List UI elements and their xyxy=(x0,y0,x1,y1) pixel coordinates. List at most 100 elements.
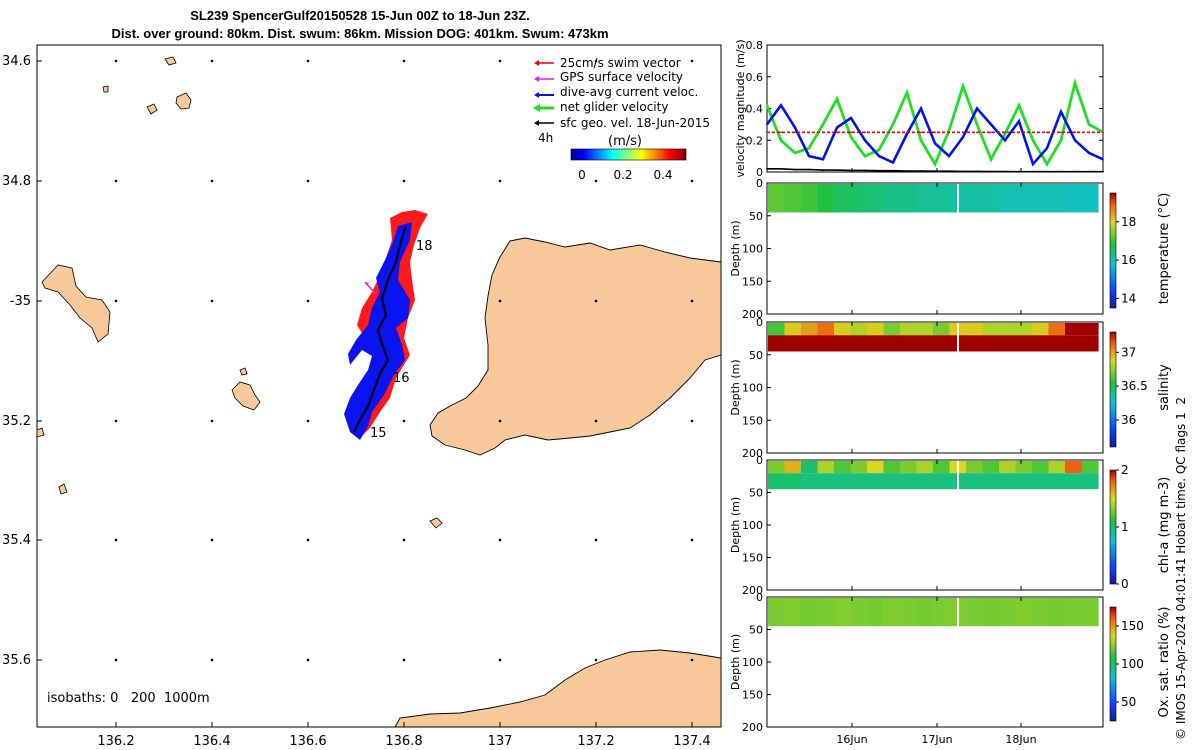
section-cell xyxy=(883,473,901,490)
section-cell xyxy=(916,461,934,474)
data-point xyxy=(864,169,866,172)
colorbar-tick-label: 100 xyxy=(1121,657,1144,671)
depth-tick-label: 0 xyxy=(756,177,763,190)
data-point xyxy=(906,131,908,134)
depth-tick-label: 200 xyxy=(742,584,763,597)
lon-tick-label: 137.4 xyxy=(673,734,710,749)
depth-dot xyxy=(306,419,310,423)
section-cell xyxy=(801,184,819,213)
legend-label-swim-vector: 25cm/s swim vector xyxy=(560,56,681,70)
depth-dot xyxy=(306,59,310,63)
data-point xyxy=(1074,170,1076,173)
data-point xyxy=(1060,139,1062,142)
colorbar-tick-label: 16 xyxy=(1121,253,1136,267)
data-point xyxy=(948,155,950,158)
data-point xyxy=(920,107,922,110)
section-cell xyxy=(900,323,918,336)
depth-dot xyxy=(498,658,502,662)
section-cell xyxy=(982,473,1000,490)
data-point xyxy=(990,170,992,173)
section-cell xyxy=(834,598,852,627)
data-point xyxy=(780,131,782,134)
time-tick-label: 18Jun xyxy=(1005,733,1036,746)
section-cell xyxy=(1065,335,1083,352)
data-point xyxy=(1088,123,1090,126)
colorbar-tick-label: 37 xyxy=(1121,345,1136,359)
latitude-axis: 34.6 34.8 -35 35.2 35.4 35.6 xyxy=(2,54,42,668)
section-cell xyxy=(850,598,868,627)
legend-item-net-glider-velocity: net glider velocity xyxy=(533,100,668,114)
data-point xyxy=(1046,131,1048,134)
data-point xyxy=(1046,163,1048,165)
yorke-peninsula-land xyxy=(429,237,721,456)
island xyxy=(58,483,68,495)
data-point xyxy=(962,131,964,134)
section-cell xyxy=(850,323,868,336)
depth-dot xyxy=(594,658,598,662)
data-point xyxy=(1060,131,1062,134)
data-point xyxy=(948,170,950,173)
section-cell xyxy=(933,184,951,213)
section-cell xyxy=(1065,461,1083,474)
data-point xyxy=(934,170,936,173)
velocity-ylabel: velocity magnitude (m/s) xyxy=(734,39,747,177)
island xyxy=(429,517,443,529)
lon-tick-label: 136.4 xyxy=(193,734,230,749)
section-cell xyxy=(916,323,934,336)
legend-item-dive-avg-current: dive-avg current veloc. xyxy=(534,85,698,99)
depth-dot xyxy=(114,59,118,63)
data-point xyxy=(850,169,852,172)
section-cell xyxy=(1065,323,1083,336)
section-cell xyxy=(999,335,1017,352)
colorbar-label: temperature (°C) xyxy=(1157,193,1172,305)
legend-label-sfc-geo-vel: sfc geo. vel. 18-Jun-2015 xyxy=(560,116,710,130)
data-point xyxy=(878,148,880,151)
depth-dot xyxy=(114,299,118,303)
section-cell xyxy=(817,598,835,627)
data-point xyxy=(780,167,782,170)
section-cell xyxy=(916,184,934,213)
depth-tick-label: 100 xyxy=(742,519,763,532)
section-cell xyxy=(966,184,984,213)
section-cell xyxy=(1015,598,1033,627)
data-point xyxy=(990,131,992,134)
data-point xyxy=(794,126,796,129)
section-cell xyxy=(1032,323,1050,336)
section-cell xyxy=(768,323,786,336)
data-point xyxy=(892,169,894,172)
data-point xyxy=(864,131,866,134)
map-colorbar-tick: 0.2 xyxy=(613,168,632,182)
depth-tick-label: 200 xyxy=(742,721,763,734)
depth-dot xyxy=(690,299,694,303)
depth-tick-label: 150 xyxy=(742,552,763,565)
section-cell xyxy=(1032,335,1050,352)
section-cell xyxy=(982,461,1000,474)
section-cell xyxy=(982,184,1000,213)
depth-tick-label: 150 xyxy=(742,689,763,702)
section-cell xyxy=(817,473,835,490)
lon-tick-label: 136.6 xyxy=(289,734,326,749)
lat-tick-label: 35.4 xyxy=(2,533,31,548)
section-cell xyxy=(1081,473,1099,490)
section-cell xyxy=(982,598,1000,627)
section-temperature: 0 50 100 150 200 Depth (m) 14 16 18 temperature (… xyxy=(729,177,1172,321)
data-point xyxy=(990,158,992,161)
colorbar-label: chl-a (mg m-3) xyxy=(1157,477,1172,574)
lon-tick-label: 137.2 xyxy=(577,734,614,749)
data-point xyxy=(1074,139,1076,142)
section-cell xyxy=(784,335,802,352)
data-point xyxy=(864,139,866,142)
section-cell xyxy=(834,473,852,490)
kangaroo-island-land xyxy=(394,649,721,727)
glider-path-line xyxy=(353,225,407,433)
data-point xyxy=(1004,131,1006,134)
section-cell xyxy=(1048,461,1066,474)
legend-label-dive-avg-current: dive-avg current veloc. xyxy=(560,85,698,99)
section-cell xyxy=(900,461,918,474)
section-cell xyxy=(1065,473,1083,490)
depth-dot xyxy=(402,419,406,423)
data-point xyxy=(1046,147,1048,150)
legend-item-gps-velocity: GPS surface velocity xyxy=(534,70,683,84)
